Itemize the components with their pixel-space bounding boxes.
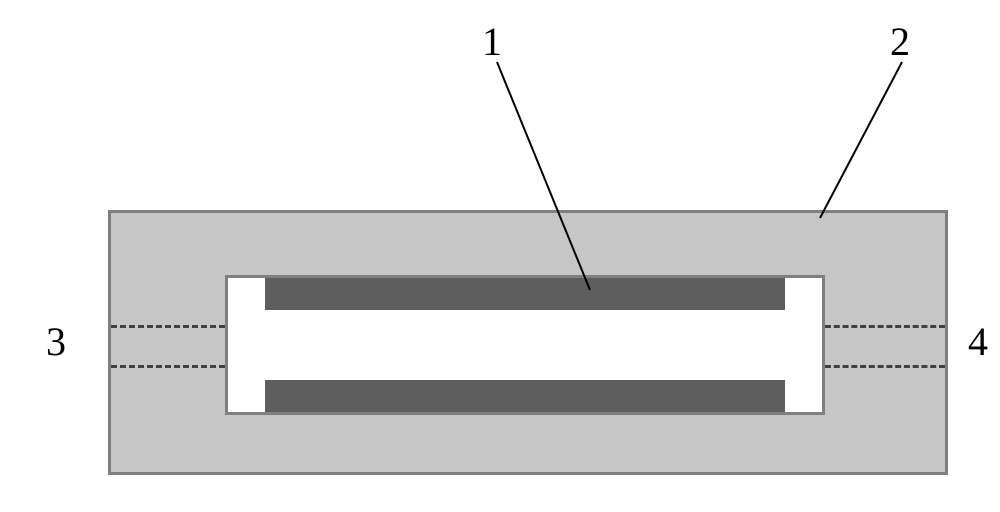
leader-1 [497,62,590,290]
label-2: 2 [890,22,910,62]
label-4: 4 [968,322,988,362]
leader-2 [820,62,902,218]
leader-lines [0,0,1000,512]
label-3: 3 [46,322,66,362]
label-1: 1 [482,22,502,62]
